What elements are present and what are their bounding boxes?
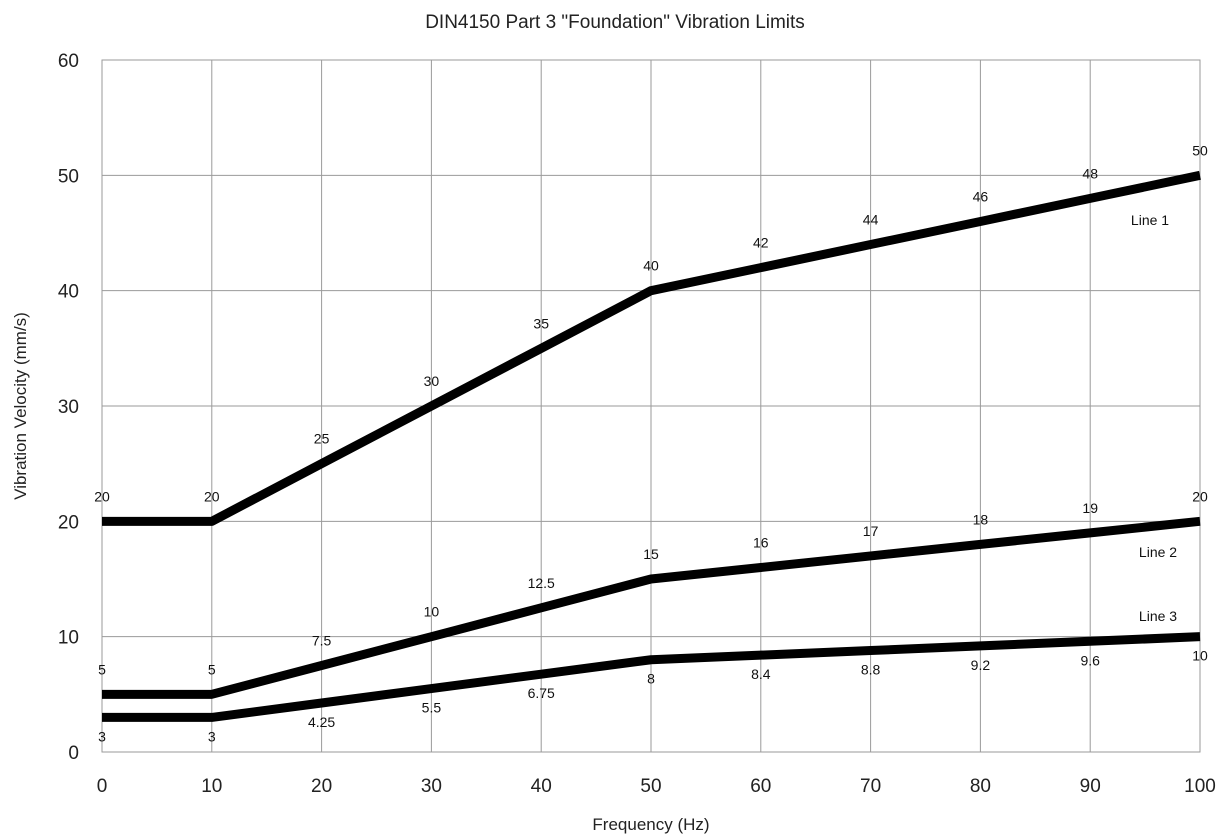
y-tick-label: 60 [58, 51, 79, 72]
series-group [102, 170, 1201, 722]
x-tick-label: 30 [421, 776, 442, 797]
data-label: 44 [863, 212, 879, 228]
series-line-2 [102, 516, 1201, 699]
data-label: 20 [1192, 488, 1208, 504]
y-tick-label: 20 [58, 512, 79, 533]
data-label: 3 [98, 728, 106, 744]
x-axis-label: Frequency (Hz) [592, 815, 709, 834]
data-label: 19 [1082, 500, 1098, 516]
data-label: 10 [1192, 648, 1208, 664]
y-tick-label: 50 [58, 166, 79, 187]
data-label: 4.25 [308, 714, 335, 730]
y-tick-label: 10 [58, 628, 79, 649]
data-label: 17 [863, 523, 879, 539]
data-label: 42 [753, 235, 769, 251]
y-tick-label: 0 [68, 743, 79, 764]
y-axis-ticks: 0 10 20 30 40 50 60 [58, 51, 79, 764]
data-label: 16 [753, 534, 769, 550]
data-label: 5.5 [422, 700, 442, 716]
data-label: 5 [98, 661, 106, 677]
series-name-label: Line 3 [1139, 608, 1177, 624]
data-label: 35 [533, 315, 549, 331]
data-label: 25 [314, 431, 330, 447]
data-label: 46 [973, 188, 989, 204]
x-tick-label: 100 [1184, 776, 1216, 797]
data-label: 20 [204, 488, 220, 504]
data-label: 15 [643, 546, 659, 562]
series-line-1 [102, 170, 1201, 526]
grid [101, 59, 1201, 753]
y-axis-label: Vibration Velocity (mm/s) [11, 312, 30, 500]
chart-title: DIN4150 Part 3 "Foundation" Vibration Li… [425, 12, 805, 33]
x-tick-label: 0 [97, 776, 108, 797]
data-label: 8 [647, 671, 655, 687]
data-label: 3 [208, 728, 216, 744]
data-label: 12.5 [528, 575, 555, 591]
data-label: 20 [94, 488, 110, 504]
data-label: 5 [208, 661, 216, 677]
series-line-3 [102, 632, 1201, 722]
data-labels: 20 20 25 30 35 40 42 44 46 48 50 5 5 7.5 10 12.5 15 16 17 1… [94, 142, 1208, 744]
data-label: 9.6 [1080, 652, 1100, 668]
series-name-label: Line 1 [1131, 212, 1169, 228]
y-tick-label: 40 [58, 282, 79, 303]
data-label: 10 [424, 604, 440, 620]
series-name-label: Line 2 [1139, 544, 1177, 560]
data-label: 30 [424, 373, 440, 389]
x-tick-label: 40 [531, 776, 552, 797]
x-tick-label: 70 [860, 776, 881, 797]
x-tick-label: 20 [311, 776, 332, 797]
x-axis-ticks: 0 10 20 30 40 50 60 70 80 90 100 [97, 776, 1216, 797]
data-label: 50 [1192, 142, 1208, 158]
data-label: 40 [643, 258, 659, 274]
x-tick-label: 50 [640, 776, 661, 797]
data-label: 9.2 [971, 657, 991, 673]
x-tick-label: 80 [970, 776, 991, 797]
x-tick-label: 90 [1080, 776, 1101, 797]
data-label: 48 [1082, 165, 1098, 181]
data-label: 7.5 [312, 633, 332, 649]
x-tick-label: 60 [750, 776, 771, 797]
y-tick-label: 30 [58, 397, 79, 418]
data-label: 8.8 [861, 662, 881, 678]
x-tick-label: 10 [201, 776, 222, 797]
data-label: 18 [973, 511, 989, 527]
series-labels: Line 1 Line 2 Line 3 [1131, 212, 1177, 624]
data-label: 8.4 [751, 666, 771, 682]
data-label: 6.75 [528, 685, 555, 701]
plot-frame [101, 59, 1201, 753]
